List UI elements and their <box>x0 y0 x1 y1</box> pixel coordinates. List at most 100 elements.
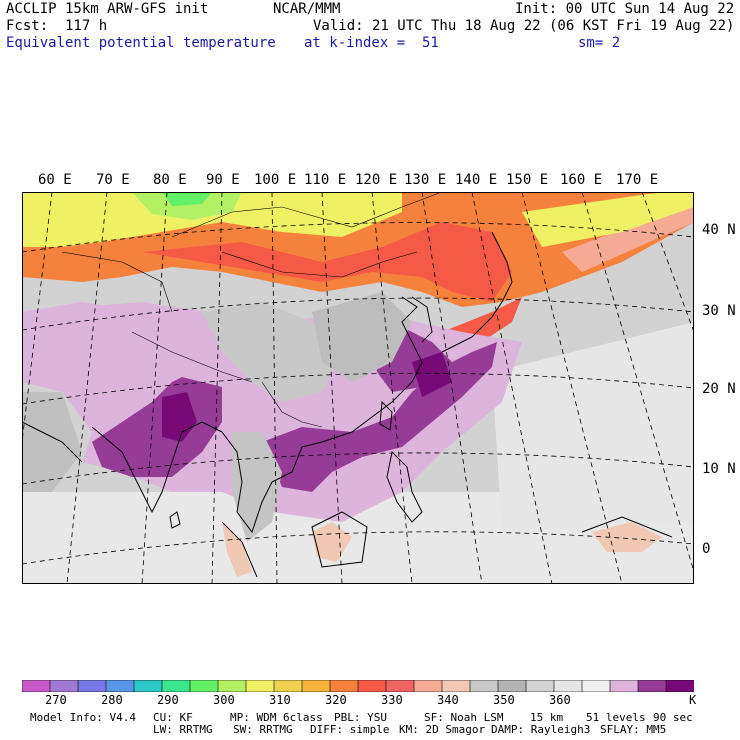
colorbar-swatch <box>133 680 163 692</box>
lon-label-140e: 140 E <box>455 172 498 188</box>
meridian-140e <box>471 192 553 584</box>
field-yellow-band <box>22 192 402 247</box>
border-mongolia-russia <box>171 192 443 238</box>
meridian-60e <box>22 192 53 443</box>
footer-model-info: Model Info: V4.4 <box>30 711 136 724</box>
level-index: at k-index = 51 <box>304 35 439 51</box>
colorbar-swatch <box>105 680 135 692</box>
coast-borneo <box>311 511 368 568</box>
field-grey-china <box>312 292 412 382</box>
colorbar-swatch <box>553 680 583 692</box>
meridian-120e <box>371 192 413 584</box>
border-himalaya <box>131 331 253 383</box>
parallel-0 <box>22 531 694 565</box>
meridian-90e <box>211 192 223 584</box>
border-china-mongolia <box>221 251 418 278</box>
colorbar-swatch <box>469 680 499 692</box>
field-lilac-west <box>22 302 172 432</box>
field-orange-borneo <box>312 522 352 562</box>
footer-timestep: 90 sec <box>653 711 693 724</box>
colorbar <box>22 680 694 692</box>
coast-newguinea <box>581 516 673 538</box>
equivalent-potential-temperature-map <box>22 192 694 584</box>
lon-label-60e: 60 E <box>38 172 72 188</box>
footer-shortwave: SW: RRTMG <box>233 723 293 736</box>
model-title: ACCLIP 15km ARW-GFS init <box>6 1 209 17</box>
field-grey-arabia <box>22 392 82 492</box>
parallel-20n <box>22 372 694 405</box>
coast-arabia <box>22 421 83 463</box>
meridian-70e <box>66 192 108 584</box>
forecast-hour: Fcst: 117 h <box>6 18 108 34</box>
colorbar-swatch <box>581 680 611 692</box>
field-yellow-east <box>522 192 694 247</box>
parallel-30n <box>22 297 694 331</box>
lat-label-20n: 20 N <box>702 381 736 397</box>
colorbar-swatch <box>665 680 694 692</box>
colorbar-tick-280: 280 <box>101 693 123 707</box>
coast-sri-lanka <box>169 511 181 529</box>
colorbar-swatch <box>245 680 275 692</box>
meridian-80e <box>141 192 168 584</box>
lat-label-30n: 30 N <box>702 303 736 319</box>
footer-longwave: LW: RRTMG <box>153 723 213 736</box>
footer-cumulus: CU: KF <box>153 711 193 724</box>
footer-km: KM: 2D Smagor <box>399 723 486 736</box>
init-time: Init: 00 UTC Sun 14 Aug 22 <box>515 1 735 17</box>
colorbar-swatch <box>301 680 331 692</box>
lon-label-150e: 150 E <box>506 172 549 188</box>
meridian-110e <box>321 192 343 584</box>
field-grey-indochina <box>232 432 282 542</box>
colorbar-tick-360: 360 <box>549 693 571 707</box>
colorbar-swatch <box>189 680 219 692</box>
lon-label-120e: 120 E <box>355 172 398 188</box>
lat-label-10n: 10 N <box>702 461 736 477</box>
graticule <box>22 192 694 584</box>
colorbar-swatch <box>385 680 415 692</box>
field-bright-green-patch <box>162 192 212 206</box>
coast-china <box>371 296 423 418</box>
valid-time: Valid: 21 UTC Thu 18 Aug 22 (06 KST Fri … <box>313 18 735 34</box>
colorbar-tick-330: 330 <box>381 693 403 707</box>
colorbar-swatch <box>161 680 191 692</box>
footer-pbl: PBL: YSU <box>334 711 387 724</box>
map-frame <box>22 192 694 584</box>
coast-taiwan <box>379 400 393 431</box>
colorbar-unit: K <box>689 693 697 707</box>
colorbar-swatch <box>217 680 247 692</box>
field-grey-tibet <box>202 302 342 402</box>
field-orange-sumatra <box>222 522 252 577</box>
coast-indochina <box>221 416 373 534</box>
colorbar-tick-270: 270 <box>45 693 67 707</box>
field-red-band <box>142 222 512 302</box>
meridian-100e <box>271 192 278 584</box>
colorbar-tick-350: 350 <box>493 693 515 707</box>
colorbar-swatch <box>357 680 387 692</box>
colorbar-swatch <box>413 680 443 692</box>
lon-label-160e: 160 E <box>560 172 603 188</box>
meridian-160e <box>581 192 694 573</box>
colorbar-swatch <box>273 680 303 692</box>
coast-korea <box>411 296 433 343</box>
lon-label-80e: 80 E <box>153 172 187 188</box>
coast-philippines <box>386 450 423 523</box>
lat-label-40n: 40 N <box>702 222 736 238</box>
meridian-130e <box>421 192 483 584</box>
meridian-170e <box>641 192 694 333</box>
footer-diffusion: DIFF: simple <box>310 723 390 736</box>
coast-india <box>91 421 223 514</box>
lon-label-70e: 70 E <box>96 172 130 188</box>
field-name: Equivalent potential temperature <box>6 35 276 51</box>
parallel-40n <box>22 222 694 253</box>
colorbar-swatch <box>77 680 107 692</box>
country-borders <box>61 192 443 428</box>
footer-surface-layer: SFLAY: MM5 <box>600 723 667 736</box>
field-green-patch <box>132 192 242 220</box>
institution: NCAR/MMM <box>273 1 341 17</box>
coast-sumatra <box>221 521 258 578</box>
coast-japan <box>441 231 513 353</box>
colorbar-tick-320: 320 <box>325 693 347 707</box>
colorbar-swatch <box>497 680 527 692</box>
colorbar-tick-310: 310 <box>269 693 291 707</box>
colorbar-swatch <box>49 680 79 692</box>
